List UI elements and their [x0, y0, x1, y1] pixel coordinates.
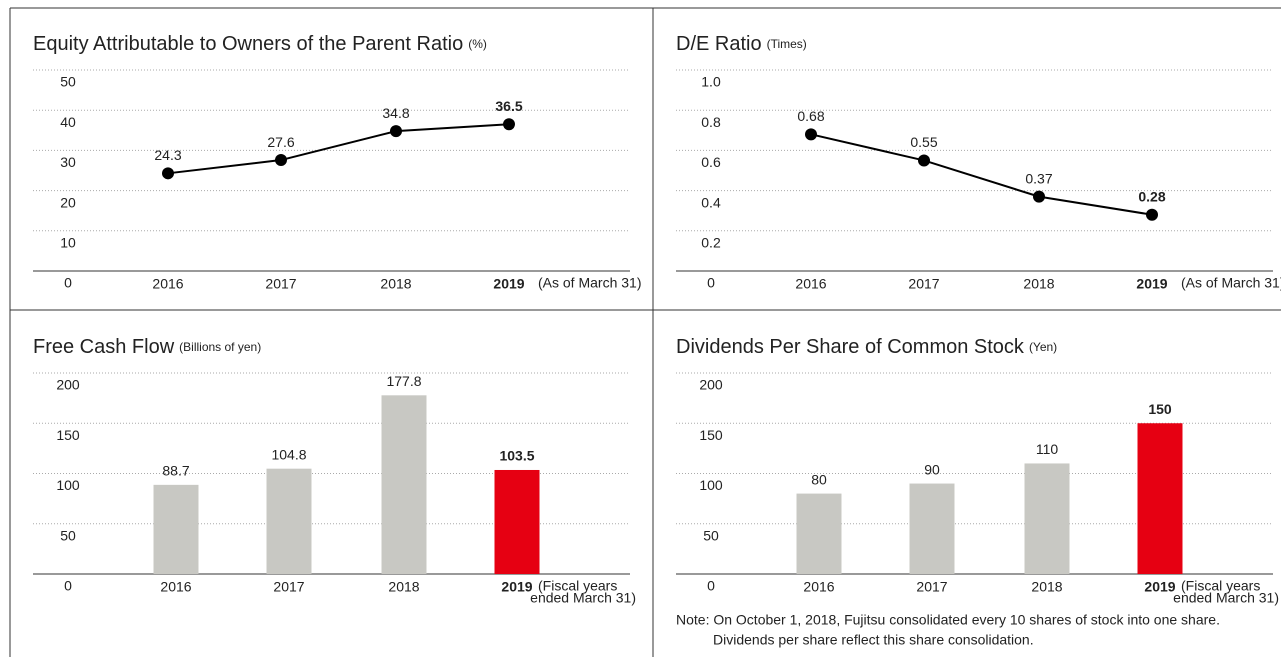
title-unit: (Billions of yen) — [179, 340, 261, 354]
y-tick-label: 0.8 — [701, 114, 721, 130]
y-tick-label: 0 — [64, 578, 72, 594]
value-label: 88.7 — [162, 463, 189, 479]
x-tick-label: 2019 — [501, 579, 532, 595]
x-tick-label: 2018 — [380, 276, 411, 292]
value-label: 90 — [924, 461, 940, 477]
point — [918, 154, 930, 167]
footnote: Note: On October 1, 2018, Fujitsu consol… — [676, 612, 1220, 628]
bar — [1137, 423, 1183, 574]
value-label: 104.8 — [271, 446, 306, 462]
bar — [1024, 463, 1070, 574]
axis-note: (As of March 31) — [1181, 275, 1281, 291]
bar — [796, 493, 842, 574]
title-unit: (Times) — [767, 37, 807, 51]
axis-note: (Fiscal years — [538, 578, 617, 594]
value-label: 0.37 — [1025, 170, 1052, 186]
y-tick-label: 50 — [703, 527, 719, 543]
value-label: 0.28 — [1138, 188, 1165, 204]
point — [390, 125, 402, 138]
y-tick-label: 100 — [699, 477, 723, 493]
value-label: 34.8 — [382, 105, 409, 121]
value-label: 103.5 — [499, 448, 534, 464]
title-unit: (%) — [468, 37, 487, 51]
y-tick-label: 30 — [60, 154, 76, 170]
x-tick-label: 2017 — [908, 276, 939, 292]
y-tick-label: 50 — [60, 74, 76, 90]
value-label: 0.55 — [910, 134, 937, 150]
y-tick-label: 10 — [60, 235, 76, 251]
axis-note: (As of March 31) — [538, 275, 641, 291]
point — [275, 154, 287, 167]
x-tick-label: 2018 — [1023, 276, 1054, 292]
x-tick-label: 2018 — [1031, 579, 1062, 595]
bar — [266, 468, 312, 574]
y-tick-label: 20 — [60, 194, 76, 210]
bar — [909, 483, 955, 574]
title-main: Dividends Per Share of Common Stock — [676, 336, 1025, 358]
y-tick-label: 150 — [699, 427, 723, 443]
value-label: 27.6 — [267, 134, 294, 150]
axis-note: (Fiscal years — [1181, 578, 1260, 594]
axis-note: ended March 31) — [530, 590, 636, 606]
footnote: Dividends per share reflect this share c… — [713, 632, 1034, 648]
x-tick-label: 2017 — [265, 276, 296, 292]
point — [503, 118, 515, 131]
line — [167, 123, 510, 175]
title-unit: (Yen) — [1029, 340, 1057, 354]
title-main: Free Cash Flow — [33, 336, 175, 358]
chart-title: Dividends Per Share of Common Stock (Yen) — [676, 336, 1057, 358]
x-tick-label: 2019 — [1136, 276, 1167, 292]
title-main: Equity Attributable to Owners of the Par… — [33, 33, 463, 55]
y-tick-label: 0 — [707, 275, 715, 291]
point — [805, 128, 817, 141]
y-tick-label: 0.4 — [701, 194, 721, 210]
bar — [494, 469, 540, 574]
value-label: 36.5 — [495, 98, 522, 114]
line — [810, 133, 1153, 216]
x-tick-label: 2016 — [160, 579, 191, 595]
x-tick-label: 2016 — [803, 579, 834, 595]
y-tick-label: 100 — [56, 477, 80, 493]
value-label: 150 — [1148, 401, 1172, 417]
y-tick-label: 0 — [64, 275, 72, 291]
chart-title: D/E Ratio (Times) — [676, 33, 807, 55]
chart-title: Equity Attributable to Owners of the Par… — [33, 33, 487, 55]
y-tick-label: 0 — [707, 578, 715, 594]
x-tick-label: 2017 — [916, 579, 947, 595]
x-tick-label: 2019 — [1144, 579, 1175, 595]
value-label: 110 — [1036, 441, 1059, 457]
x-tick-label: 2016 — [795, 276, 826, 292]
y-tick-label: 0.6 — [701, 154, 721, 170]
point — [1146, 208, 1158, 221]
y-tick-label: 150 — [56, 427, 80, 443]
x-tick-label: 2019 — [493, 276, 524, 292]
title-main: D/E Ratio — [676, 33, 762, 55]
y-tick-label: 50 — [60, 527, 76, 543]
value-label: 24.3 — [154, 147, 181, 163]
chart-title: Free Cash Flow (Billions of yen) — [33, 336, 261, 358]
y-tick-label: 200 — [56, 377, 80, 393]
point — [162, 167, 174, 180]
x-tick-label: 2016 — [152, 276, 183, 292]
value-label: 0.68 — [797, 108, 824, 124]
y-tick-label: 1.0 — [701, 74, 721, 90]
bar — [381, 395, 427, 574]
point — [1033, 190, 1045, 203]
x-tick-label: 2018 — [388, 579, 419, 595]
bar — [153, 484, 199, 574]
y-tick-label: 40 — [60, 114, 76, 130]
value-label: 80 — [811, 471, 827, 487]
y-tick-label: 0.2 — [701, 235, 721, 251]
x-tick-label: 2017 — [273, 579, 304, 595]
y-tick-label: 200 — [699, 377, 723, 393]
value-label: 177.8 — [386, 373, 421, 389]
axis-note: ended March 31) — [1173, 590, 1279, 606]
